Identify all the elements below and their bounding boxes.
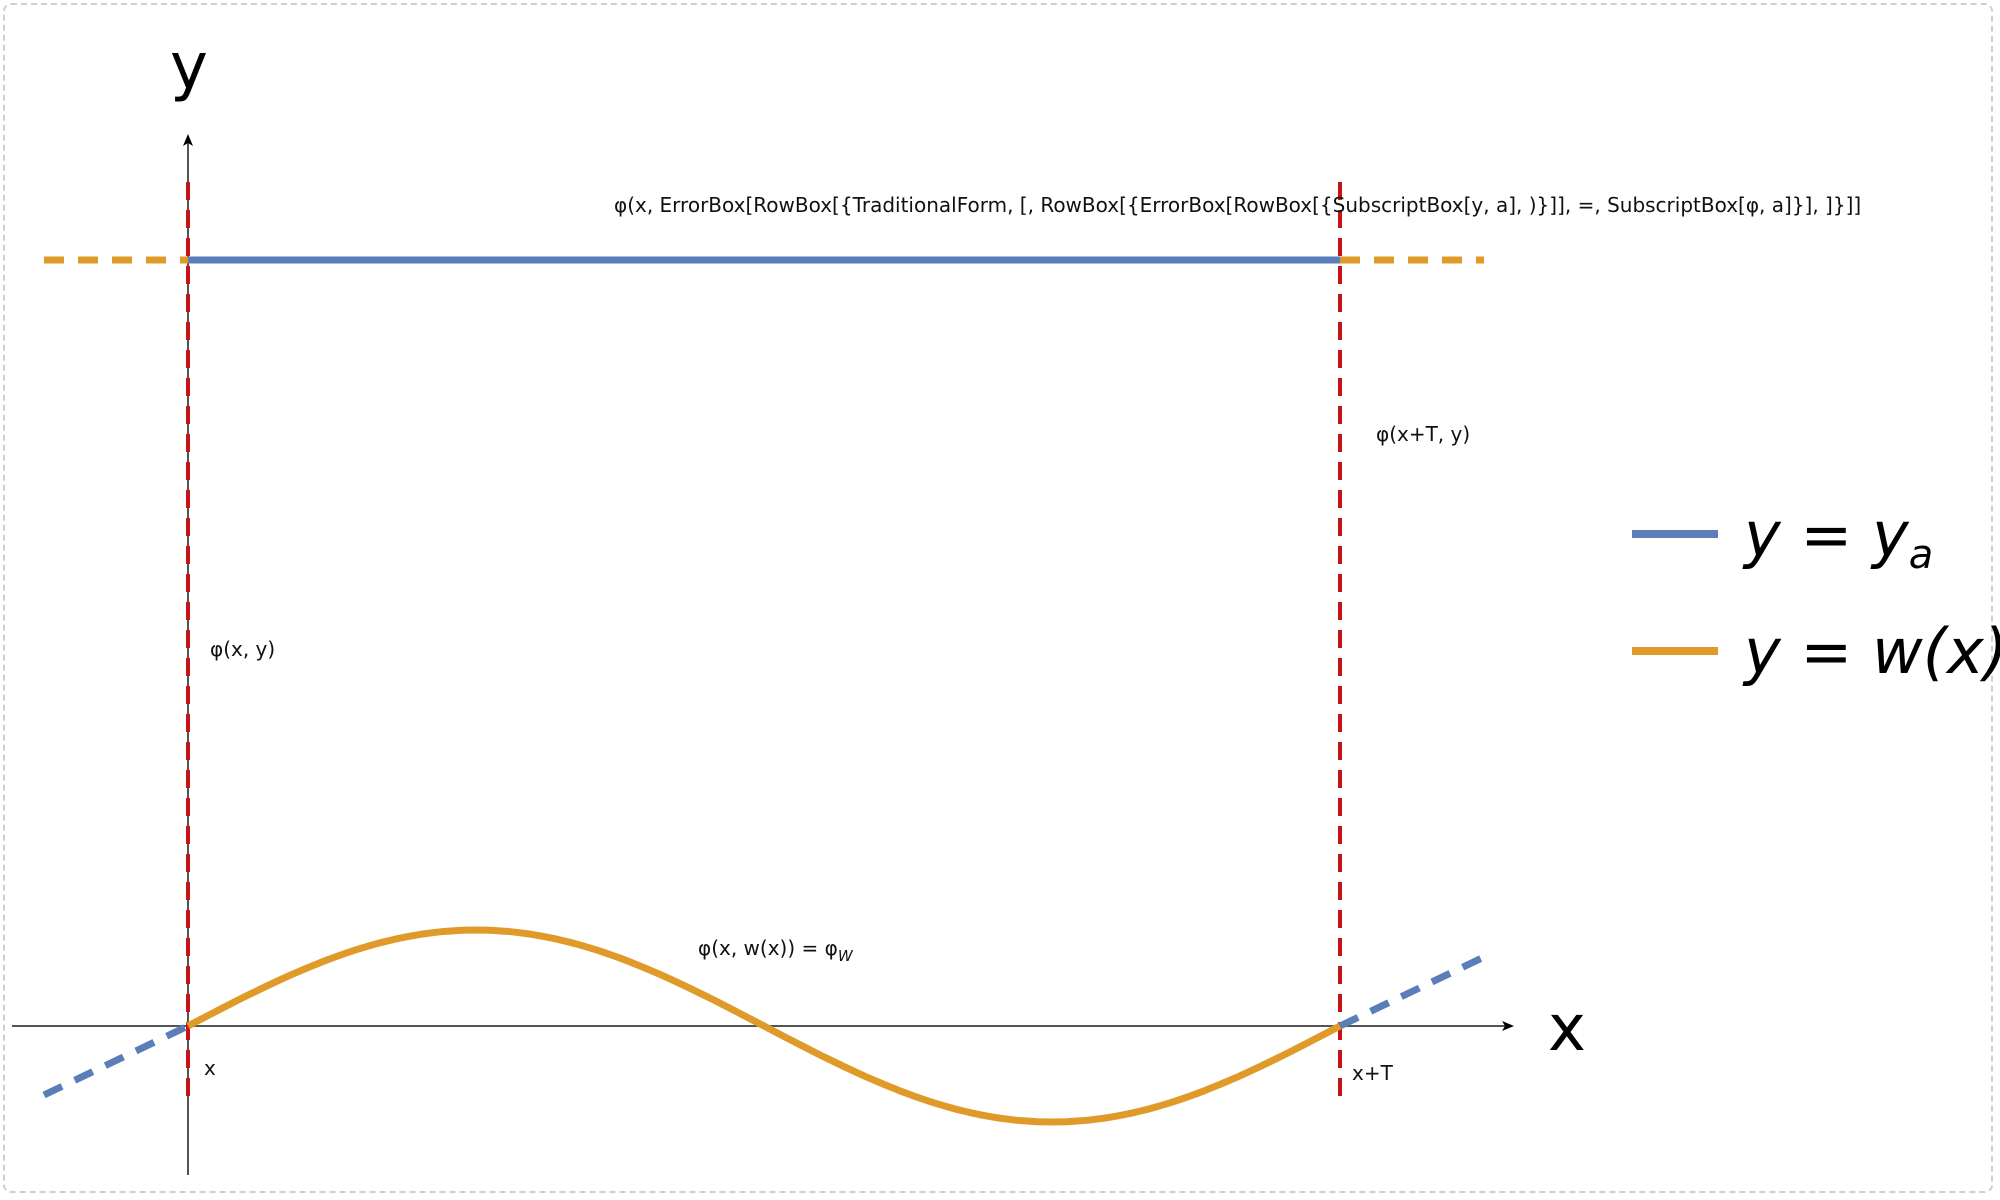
blue-dashed-left-extension xyxy=(42,1022,190,1099)
phi-wave-subscript: W xyxy=(838,947,854,965)
legend-label-wx: y = w(x) xyxy=(1742,615,2000,688)
orange-w-curve xyxy=(186,926,1342,1126)
diagram-frame xyxy=(3,3,1993,1193)
legend: y = ya y = w(x) xyxy=(1632,498,2000,688)
phi-right-label: φ(x+T, y) xyxy=(1376,422,1470,446)
legend-label-ya-sub: a xyxy=(1909,532,1934,578)
phi-left-label: φ(x, y) xyxy=(210,637,275,661)
phi-wave-main: φ(x, w(x)) = φ xyxy=(698,936,838,960)
top-annotation: φ(x, ErrorBox[RowBox[{TraditionalForm, [… xyxy=(614,193,1861,217)
blue-dashed-right-extension xyxy=(1338,953,1486,1030)
x-plus-t-tick-label: x+T xyxy=(1352,1061,1394,1085)
x-axis-label: x xyxy=(1548,992,1586,1066)
legend-label-ya: y = ya xyxy=(1742,498,1933,578)
x-tick-label: x xyxy=(204,1056,216,1080)
legend-label-ya-main: y = y xyxy=(1742,498,1910,571)
y-axis-label: y xyxy=(170,30,208,104)
phi-wave-label: φ(x, w(x)) = φW xyxy=(698,936,854,965)
